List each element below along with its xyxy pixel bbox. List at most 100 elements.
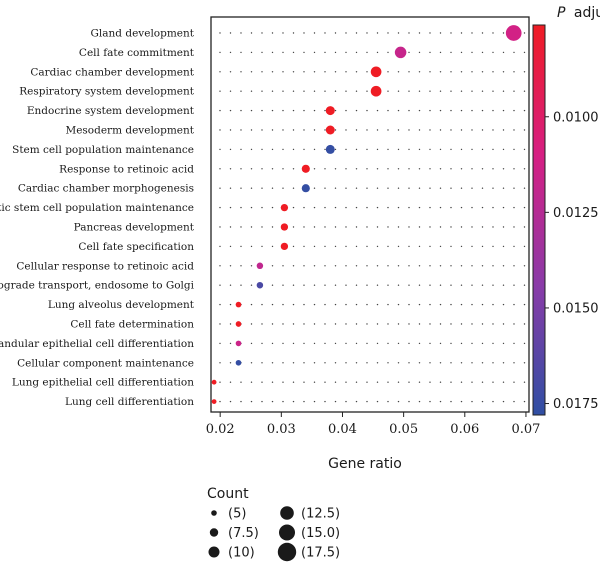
grid-dot [229, 90, 232, 92]
grid-dot [450, 90, 452, 92]
grid-dot [387, 265, 389, 267]
grid-dot [471, 32, 473, 34]
grid-dot [439, 303, 442, 306]
grid-dot [439, 323, 442, 325]
grid-dot [450, 32, 452, 34]
grid-dot [492, 168, 494, 170]
grid-dot [439, 265, 442, 267]
grid-dot [439, 168, 442, 170]
grid-dot [303, 323, 305, 325]
grid-dot [513, 400, 515, 403]
grid-dot [387, 187, 389, 189]
grid-dot [355, 400, 358, 403]
grid-dot [408, 51, 410, 54]
grid-dot [502, 129, 505, 131]
grid-dot [481, 362, 484, 364]
color-legend: P adjust 0.0100 0.0125 0.0150 0.0175 [532, 5, 600, 416]
grid-dot [492, 148, 494, 151]
grid-dot [292, 362, 295, 364]
grid-dot [523, 32, 526, 34]
grid-dot [282, 342, 284, 345]
grid-dot [429, 342, 431, 345]
grid-dot [492, 342, 494, 345]
grid-dot [397, 245, 400, 248]
grid-dot [418, 342, 421, 345]
grid-dot [376, 362, 379, 364]
grid-dot [418, 129, 421, 131]
grid-dot [460, 323, 463, 325]
grid-dot [481, 400, 484, 403]
data-point [211, 399, 217, 404]
grid-dot [450, 362, 452, 364]
grid-dot [282, 32, 284, 34]
grid-dot [334, 323, 337, 325]
grid-dot [219, 226, 221, 228]
grid-dot [355, 168, 358, 170]
grid-dot [450, 148, 452, 151]
grid-dot [481, 323, 484, 325]
grid-dot [313, 381, 316, 383]
grid-dot [250, 381, 253, 383]
grid-dot [376, 265, 379, 267]
grid-dot [387, 381, 389, 383]
grid-dot [261, 342, 263, 345]
grid-dot [481, 129, 484, 131]
grid-dot [439, 400, 442, 403]
grid-dot [261, 362, 263, 364]
size-legend-label: (5) [228, 507, 246, 522]
size-legend-marker [211, 510, 217, 516]
grid-dot [334, 187, 337, 189]
data-point [370, 85, 382, 97]
grid-dot [355, 109, 358, 112]
grid-dot [282, 303, 284, 306]
grid-dot [397, 148, 400, 151]
x-tick-label: 0.04 [328, 422, 357, 437]
grid-dot [387, 109, 389, 112]
grid-dot [523, 284, 526, 286]
grid-dot [219, 71, 221, 73]
grid-dot [345, 400, 347, 403]
grid-dot [324, 71, 326, 73]
grid-dot [502, 226, 505, 228]
grid-dot [271, 168, 274, 170]
grid-dot [303, 342, 305, 345]
grid-dot [366, 90, 368, 92]
grid-dot [387, 400, 389, 403]
grid-dot [282, 187, 284, 189]
grid-dot [439, 245, 442, 248]
grid-dot [481, 381, 484, 383]
grid-dot [513, 129, 515, 131]
grid-dot [450, 206, 452, 209]
grid-dot [250, 245, 253, 248]
y-tick-label: Glandular epithelial cell differentiatio… [0, 338, 194, 350]
grid-dot [376, 381, 379, 383]
grid-dot [282, 109, 284, 112]
grid-dot [429, 362, 431, 364]
grid-dot [334, 109, 337, 112]
grid-dot [502, 362, 505, 364]
grid-dot [324, 400, 326, 403]
grid-dot [282, 381, 284, 383]
grid-dot [439, 226, 442, 228]
grid-dot [502, 32, 505, 34]
grid-dot [397, 32, 400, 34]
grid-dot [334, 284, 337, 286]
grid-dot [450, 303, 452, 306]
grid-dot [366, 32, 368, 34]
grid-dot [355, 381, 358, 383]
grid-dot [397, 71, 400, 73]
grid-dot [376, 32, 379, 34]
data-point [325, 106, 335, 116]
grid-dot [439, 90, 442, 92]
grid-dot [387, 342, 389, 345]
grid-dot [387, 32, 389, 34]
grid-dot [513, 362, 515, 364]
grid-dot [471, 265, 473, 267]
grid-dot [523, 245, 526, 248]
grid-dot [219, 129, 221, 131]
grid-dot [292, 284, 295, 286]
grid-dot [481, 187, 484, 189]
grid-dot [229, 381, 232, 383]
grid-dot [219, 90, 221, 92]
grid-dot [229, 303, 232, 306]
